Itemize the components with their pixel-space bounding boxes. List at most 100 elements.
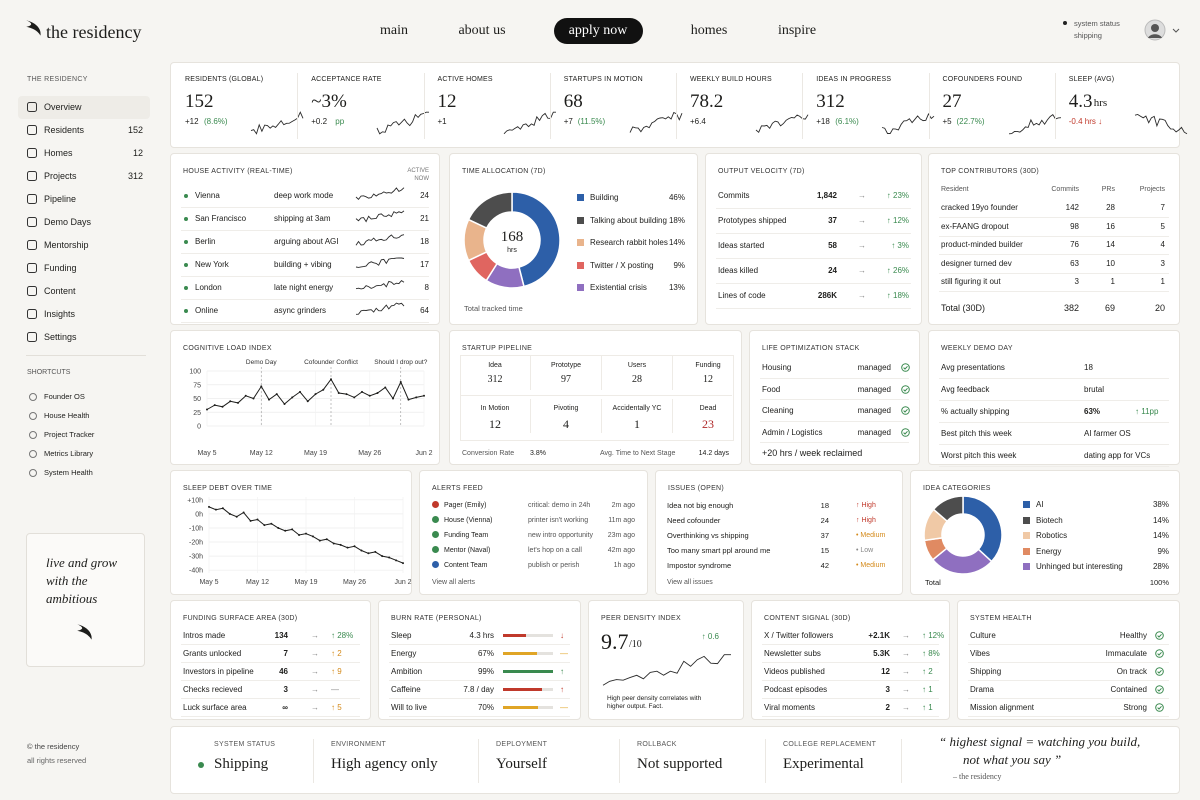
check-tick [903,430,908,435]
cell-value: 7.8 / day [463,685,494,694]
strip-label: COLLEGE REPLACEMENT [783,741,877,748]
check-icon [1155,685,1164,694]
strip-label: DEPLOYMENT [496,741,548,748]
nav-link[interactable]: apply now [568,23,628,38]
top-contributors: TOP CONTRIBUTORS (30D) Resident Commits PRs… [928,153,1180,325]
sparkline-path [755,114,809,134]
kpi-delta: +12 [185,117,199,126]
idea-categories: IDEA CATEGORIES AI 38% Biotech 14% Robotics 14… [910,470,1180,595]
cell-label: Impostor syndrome [667,561,732,570]
shortcut-link[interactable]: Project Tracker [44,430,95,439]
stage-label: In Motion [480,405,510,412]
nav-link[interactable]: main [380,23,408,38]
kpi-value: 312 [816,91,845,112]
cell-label: Mission alignment [970,703,1035,712]
kpi-pct: pp [335,117,345,126]
view-all-link[interactable]: View all issues [667,579,713,586]
sidebar-link[interactable]: Homes [44,148,73,158]
row-divider [939,422,1169,423]
check-icon [1155,631,1164,640]
nav-link[interactable]: about us [458,23,506,38]
shortcut-link[interactable]: Founder OS [44,392,85,401]
sidebar-link[interactable]: Settings [44,332,77,342]
x-tick-label: May 5 [197,450,216,457]
line-point [388,556,391,559]
cell-message: new intro opportunity [528,532,593,539]
sidebar-icon [27,286,37,296]
alert-icon [432,516,439,523]
legend-value: 14% [668,238,685,247]
annotation-label: Should I drop out? [374,359,428,366]
burn-rate: BURN RATE (PERSONAL) Sleep 4.3 hrs ↓ Energy 6… [378,600,581,720]
sidebar-section: THE RESIDENCY [27,76,88,83]
kpi-label: RESIDENTS (GLOBAL) [185,76,264,83]
view-all-link[interactable]: View all alerts [432,579,476,586]
icon-shape [27,171,37,181]
legend-swatch [577,194,584,201]
sidebar-link[interactable]: Overview [44,102,82,112]
line-point [275,393,278,396]
shortcut-link[interactable]: System Health [44,468,93,477]
line-point [263,524,266,527]
kpi-delta: +0.2 [311,117,328,126]
row-divider [760,442,909,444]
sparkline [1134,114,1187,135]
line-point [392,397,394,400]
legend-swatch [577,239,584,246]
cell-value: 134 [274,631,288,640]
alerts-feed: ALERTS FEED Pager (Emily) critical: demo i… [419,470,648,595]
line-point [284,529,287,532]
legend-label: Robotics [1036,531,1068,540]
cell-status: arguing about AGI [274,237,339,246]
line-point [322,388,325,391]
card-title: TIME ALLOCATION (7D) [462,168,546,175]
sidebar-link[interactable]: Pipeline [44,194,77,204]
cell-label: X / Twitter followers [764,631,834,640]
row-divider [716,207,911,209]
nav-link[interactable]: homes [690,23,728,38]
table-cell: 63 [1070,258,1079,268]
cell-value: AI farmer OS [1084,429,1131,438]
donut-center: 168 [500,229,524,245]
shortcut-icon [29,393,37,401]
sidebar-link[interactable]: Content [44,286,76,296]
row-divider [716,257,911,259]
table-cell: 142 [1065,203,1079,212]
cell-label: Drama [970,685,995,694]
sidebar-link[interactable]: Projects [44,171,77,181]
sidebar-link[interactable]: Residents [44,125,85,135]
legend-swatch [1023,547,1030,555]
shortcut-link[interactable]: House Health [44,411,90,420]
row-divider [939,254,1169,255]
row-divider [181,298,429,300]
shortcut-link[interactable]: Metrics Library [44,449,94,458]
sidebar-link[interactable]: Funding [44,263,77,273]
row-divider [762,680,939,681]
check-ring [901,384,910,394]
row-divider [939,272,1169,274]
stage-label: Dead [699,405,717,412]
stage-value: 23 [702,417,714,431]
stage-label: Accidentally YC [612,405,662,412]
cell-count: 15 [820,546,829,555]
legend-label: Research rabbit holes [590,238,668,247]
sidebar-count: 152 [127,125,143,135]
row-divider [181,321,429,323]
line-point [367,552,370,555]
chevron-path [1172,28,1180,33]
sidebar-link[interactable]: Demo Days [44,217,92,227]
sidebar-link[interactable]: Mentorship [44,240,89,250]
cell-change: ↑ 1 [922,703,933,712]
sparkline [250,111,304,135]
pipeline-vline [601,399,602,433]
row-divider [968,662,1169,663]
nav-link[interactable]: inspire [777,23,817,38]
sidebar-link[interactable]: Insights [44,309,76,319]
table-cell: still figuring it out [941,277,1001,286]
system-health: SYSTEM HEALTH Culture Healthy Vibes Immacula… [957,600,1180,720]
cognitive-load: COGNITIVE LOAD INDEX 0 25 50 75 100 May 5 May 1… [170,330,440,465]
sidebar-count: 12 [132,148,143,158]
y-tick-label: 50 [193,396,201,403]
table-cell: 7 [1160,203,1165,212]
cell-value: 2 [885,703,890,712]
